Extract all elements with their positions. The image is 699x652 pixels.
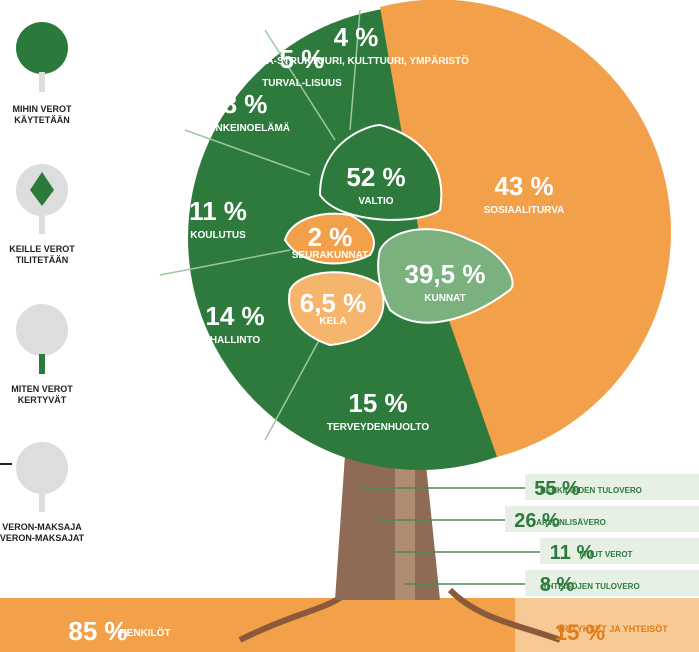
- percent: 6,5 %: [300, 288, 367, 318]
- percent: 5 %: [280, 44, 325, 74]
- percent: 52 %: [346, 162, 405, 192]
- trunk-label: ARVONLISÄVERO: [536, 518, 606, 527]
- percent: 2 %: [308, 222, 353, 252]
- category-label: KOULUTUS: [190, 230, 246, 241]
- trunk: [335, 455, 440, 600]
- category-label: ELINKEINOELÄMÄ: [200, 121, 290, 134]
- category-label: SOSIAALITURVA: [484, 205, 565, 216]
- category-label: INFRA-STRUKTUURI, KULTTUURI, YMPÄRISTÖ: [243, 54, 469, 67]
- percent: 39,5 %: [405, 259, 486, 289]
- category-label: HALLINTO: [210, 335, 261, 346]
- trunk-label: YHTEISÖJEN TULOVERO: [542, 582, 639, 591]
- category-label: KELA: [319, 316, 346, 327]
- category-label: VALTIO: [358, 196, 393, 207]
- percent: 8 %: [223, 89, 268, 119]
- percent: 43 %: [494, 171, 553, 201]
- payer-label: HENKILÖT: [119, 626, 170, 639]
- sidebar-icons: [0, 22, 68, 512]
- percent: 14 %: [205, 301, 264, 331]
- percent: 4 %: [334, 22, 379, 52]
- infographic: MIHIN VEROTKÄYTETÄÄN KEILLE VEROTTILITETÄ…: [0, 0, 699, 652]
- category-label: KUNNAT: [424, 293, 465, 304]
- percent: 11 %: [189, 196, 247, 226]
- category-label: TURVAL-LISUUS: [262, 78, 342, 89]
- category-label: TERVEYDENHUOLTO: [327, 422, 429, 433]
- trunk-label: MUUT VEROT: [580, 550, 633, 559]
- category-label: SEURAKUNNAT: [292, 250, 368, 261]
- payer-label: YRITYKSET JA YHTEISÖT: [556, 624, 668, 634]
- percent: 15 %: [348, 388, 407, 418]
- trunk-label: HENKILÖIDEN TULOVERO: [540, 486, 642, 495]
